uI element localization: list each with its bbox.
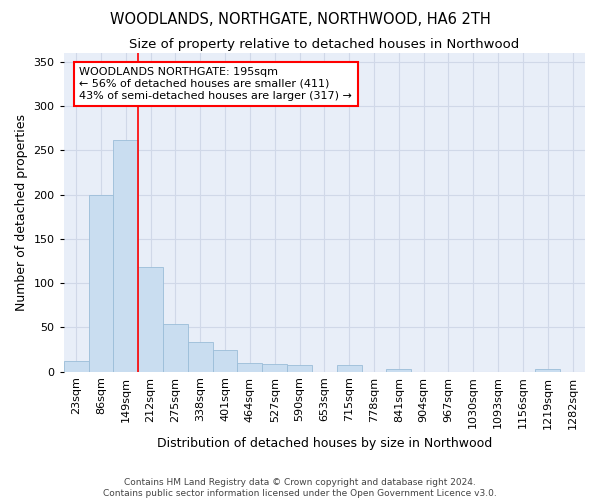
Text: WOODLANDS NORTHGATE: 195sqm
← 56% of detached houses are smaller (411)
43% of se: WOODLANDS NORTHGATE: 195sqm ← 56% of det…: [79, 68, 352, 100]
Bar: [287, 366, 312, 372]
Bar: [89, 194, 113, 372]
Bar: [337, 364, 362, 372]
Bar: [262, 364, 287, 372]
Y-axis label: Number of detached properties: Number of detached properties: [15, 114, 28, 311]
Title: Size of property relative to detached houses in Northwood: Size of property relative to detached ho…: [129, 38, 520, 51]
X-axis label: Distribution of detached houses by size in Northwood: Distribution of detached houses by size …: [157, 437, 492, 450]
Bar: [188, 342, 212, 372]
Bar: [113, 140, 138, 372]
Text: Contains HM Land Registry data © Crown copyright and database right 2024.
Contai: Contains HM Land Registry data © Crown c…: [103, 478, 497, 498]
Bar: [64, 361, 89, 372]
Bar: [535, 369, 560, 372]
Bar: [386, 369, 411, 372]
Bar: [238, 363, 262, 372]
Bar: [163, 324, 188, 372]
Bar: [212, 350, 238, 372]
Bar: [138, 267, 163, 372]
Text: WOODLANDS, NORTHGATE, NORTHWOOD, HA6 2TH: WOODLANDS, NORTHGATE, NORTHWOOD, HA6 2TH: [110, 12, 490, 28]
